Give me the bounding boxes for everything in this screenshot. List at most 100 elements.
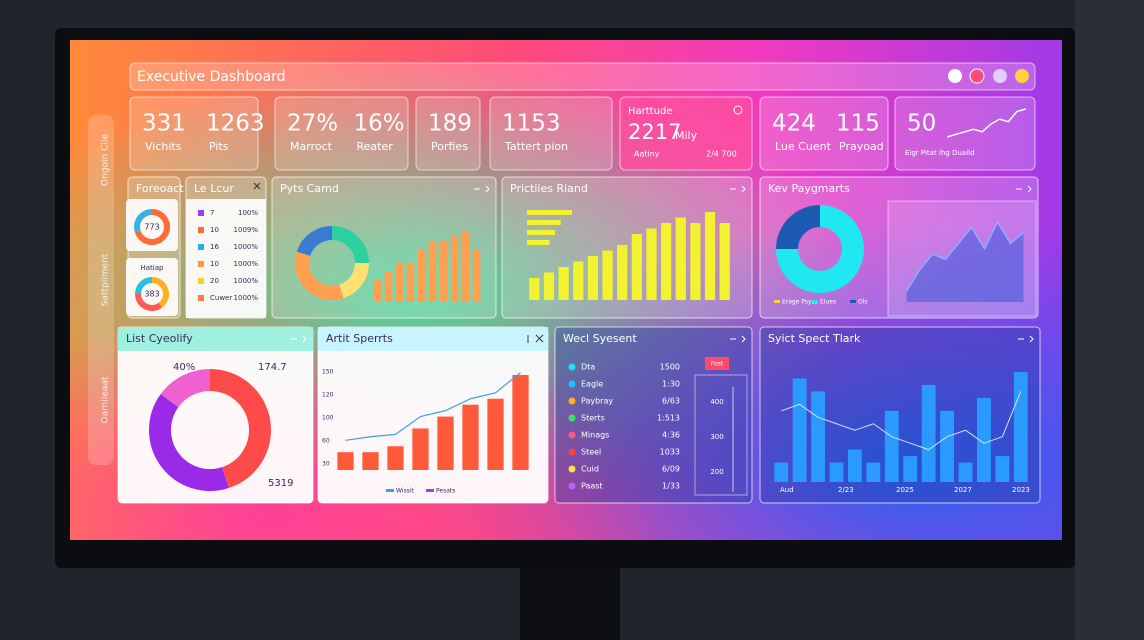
header-icon[interactable] [1015,69,1029,83]
bar [811,391,825,482]
kpi-note: Aatiny [634,150,660,159]
row-label: 7 [210,209,214,217]
bar [437,416,454,470]
axis-box [694,374,748,496]
row-label: Sterts [581,414,605,423]
bar [977,397,991,482]
panel [759,326,1041,504]
panel-title: Artit Sperrts [326,332,393,345]
panel-icon[interactable] [730,335,746,343]
bar [884,410,899,482]
donut-segment [338,262,369,299]
line [345,372,521,441]
panel-icon[interactable] [1016,185,1032,193]
kpi-label: Reater [357,140,394,153]
panel-title: Le Lcur [194,182,234,195]
donut-caption: Hatiap [141,264,165,272]
panel-icon[interactable] [1018,335,1034,343]
donut-segment [776,205,821,250]
legend-swatch [850,300,856,303]
hbar [527,220,561,225]
kpi-value: 115 [836,111,880,137]
y-tick-label: 100 [322,415,334,422]
donut-segment [135,293,162,311]
bar [587,256,599,300]
x-tick-label: Aud [780,486,794,494]
hbar [527,240,550,245]
bar [921,384,936,482]
shelf [1075,0,1144,640]
row-label: 16 [210,243,219,251]
row-label: Cuid [581,465,599,474]
bar [395,262,404,302]
header-icon[interactable] [948,69,962,83]
side-strip [88,115,114,465]
panel-icon[interactable] [730,185,746,193]
panel [554,326,753,504]
hbar [527,230,556,235]
bar [690,223,701,300]
kpi-label: Prayoad [839,140,884,153]
panel-title: Prictiies Riand [510,182,588,195]
kpi-label: Tattert pion [504,140,568,153]
donut-segment [149,394,229,491]
row-dot [568,363,576,371]
bar [406,262,415,302]
bar [602,250,613,300]
row-swatch [198,227,204,233]
x-tick-label: 2027 [954,486,972,494]
bar [829,462,844,482]
kpi-value: 2217 [628,120,681,144]
button-label: Post [711,361,724,368]
stand [520,560,620,640]
row-value: 1000% [234,294,259,302]
axis-label: 200 [710,468,723,476]
header-icon[interactable] [969,68,985,84]
kpi-value: 27% [287,111,338,137]
donut-segment [134,209,153,233]
kpi-value: 1263 [206,111,265,137]
bar [995,456,1010,482]
row-label: 10 [210,226,219,234]
bar [774,462,789,482]
donut-label: 40% [173,362,195,373]
row-dot [568,414,576,422]
side-label: Oarniieaat [101,376,111,423]
header-icon[interactable] [993,69,1007,83]
kpi-card [619,96,753,171]
button[interactable] [705,357,729,370]
area [906,222,1024,302]
bar [387,446,404,470]
close-icon[interactable] [527,334,544,343]
bar [337,452,354,470]
panel-icon[interactable] [526,335,542,343]
row-dot [568,448,576,456]
bar [792,378,807,482]
panel-icon[interactable] [474,185,490,193]
bar [848,449,862,482]
kpi-value: 424 [772,111,816,137]
close-icon[interactable] [253,182,261,190]
x-tick-label: 2025 [896,486,914,494]
bar [704,212,716,300]
bar [631,234,642,300]
line [905,220,1024,292]
kpi-label: Marroct [290,140,333,153]
kpi-note: 2/4 700 [706,150,737,159]
bar [558,267,569,300]
panel-icon[interactable] [291,335,307,343]
donut-segment [331,226,369,264]
kpi-value: 331 [142,111,186,137]
panel-title: Syict Spect Tlark [768,332,861,345]
donut-segment [135,277,153,295]
bar [472,249,481,302]
legend-swatch [774,300,780,303]
bar [719,223,730,300]
legend-label: Erage Psyss [782,299,818,306]
kpi-title: Harttude [628,106,672,117]
kpi-value: 50 [907,111,936,137]
bar [675,217,686,300]
row-value: 1000% [234,243,259,251]
panel-header [318,327,548,351]
donut-segment [776,205,864,293]
